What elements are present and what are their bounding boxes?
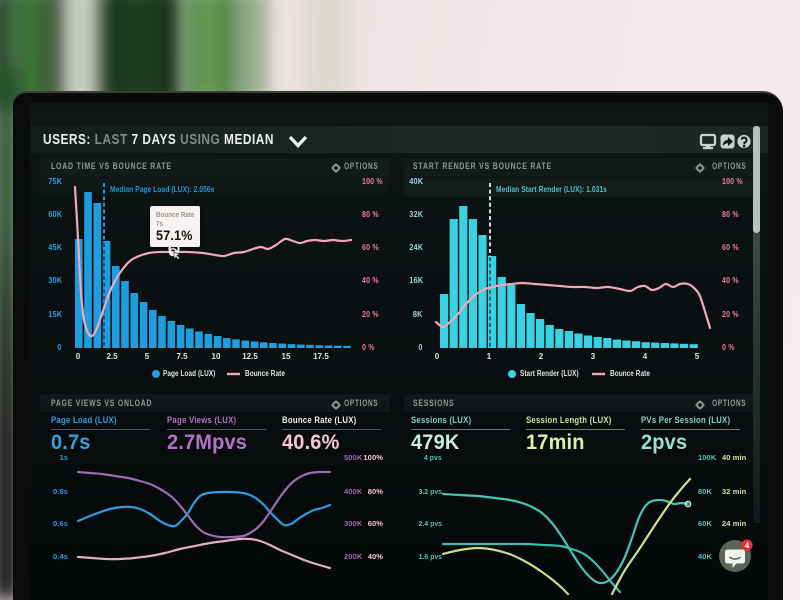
svg-text:4: 4 [745, 541, 750, 550]
